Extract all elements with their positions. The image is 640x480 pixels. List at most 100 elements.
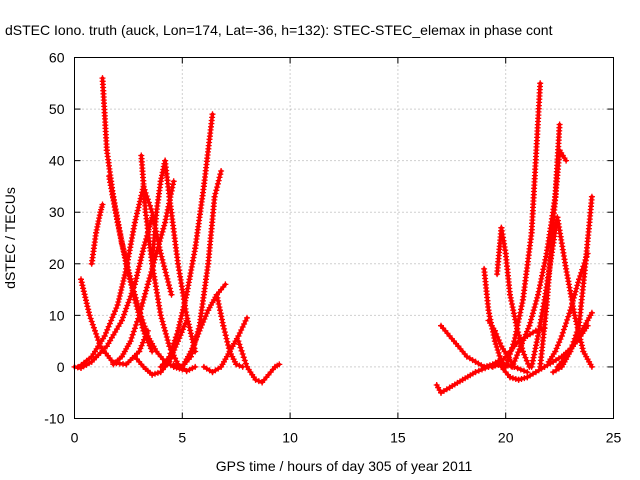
data-point	[134, 269, 141, 276]
data-point	[563, 320, 570, 327]
data-point	[495, 349, 502, 356]
data-point	[132, 322, 139, 328]
data-point	[493, 330, 500, 337]
data-point	[132, 300, 139, 306]
data-point	[140, 296, 147, 303]
data-point	[161, 263, 168, 270]
data-point	[121, 311, 128, 318]
data-point	[578, 342, 585, 349]
data-point	[86, 312, 93, 319]
data-point	[169, 343, 176, 350]
data-point	[531, 304, 538, 311]
data-point	[144, 336, 151, 343]
series-arc-8	[138, 152, 199, 375]
data-point	[121, 272, 128, 278]
data-point	[124, 266, 131, 273]
data-point	[165, 279, 172, 285]
data-point	[574, 282, 581, 289]
data-point	[131, 325, 138, 332]
data-point	[170, 181, 176, 188]
data-point	[197, 324, 204, 331]
data-point	[113, 305, 120, 312]
x-tick-label: 5	[178, 430, 186, 446]
data-point	[165, 340, 172, 347]
data-point	[510, 361, 517, 367]
data-point	[222, 281, 229, 288]
data-point	[106, 320, 113, 327]
data-point	[497, 340, 504, 347]
data-point	[159, 228, 166, 235]
data-point	[537, 80, 544, 87]
data-point	[507, 291, 513, 298]
data-point	[568, 304, 575, 311]
data-point	[201, 316, 208, 322]
data-point	[218, 313, 225, 320]
data-point	[541, 263, 547, 270]
series-arc-24	[502, 80, 544, 370]
data-point	[139, 300, 146, 306]
data-point	[521, 375, 528, 382]
data-point	[574, 325, 581, 332]
data-point	[588, 309, 595, 316]
data-point	[502, 363, 509, 370]
data-point	[112, 308, 118, 315]
data-point	[141, 330, 148, 337]
data-point	[161, 324, 168, 331]
data-point	[518, 303, 525, 310]
plot-series	[71, 75, 595, 396]
data-point	[187, 327, 194, 334]
data-point	[496, 352, 503, 359]
data-point	[132, 216, 139, 223]
data-point	[82, 294, 89, 301]
x-axis-label: GPS time / hours of day 305 of year 2011	[216, 458, 473, 474]
data-point	[81, 291, 88, 298]
data-point	[119, 244, 126, 251]
data-point	[524, 328, 530, 335]
data-point	[119, 281, 126, 287]
series-arc-30	[554, 309, 595, 370]
data-point	[192, 336, 199, 343]
data-point	[133, 213, 140, 220]
data-point	[575, 279, 582, 286]
data-point	[187, 330, 194, 337]
x-tick-label: 20	[498, 430, 514, 446]
data-point	[85, 306, 92, 313]
data-point	[115, 225, 122, 232]
data-point	[134, 318, 140, 325]
data-point	[516, 312, 523, 319]
data-point	[221, 325, 228, 332]
data-point	[529, 360, 536, 367]
data-point	[156, 241, 162, 248]
data-point	[212, 190, 219, 197]
data-point	[217, 171, 224, 178]
data-point	[168, 291, 175, 298]
data-point	[130, 328, 137, 335]
data-point	[235, 338, 242, 345]
data-point	[532, 301, 539, 307]
data-point	[528, 316, 535, 323]
data-point	[78, 279, 85, 286]
data-point	[121, 275, 128, 281]
data-point	[110, 311, 117, 318]
data-point	[159, 318, 166, 325]
data-point	[588, 193, 595, 200]
data-point	[122, 308, 129, 315]
data-point	[166, 282, 172, 289]
data-point	[143, 333, 149, 340]
data-point	[121, 254, 128, 261]
data-point	[149, 348, 156, 355]
data-point	[513, 328, 520, 335]
data-point	[209, 111, 216, 118]
data-point	[255, 378, 262, 385]
data-point	[236, 341, 243, 348]
data-point	[120, 314, 126, 321]
data-point	[125, 269, 132, 276]
data-point	[161, 266, 168, 273]
data-point	[138, 254, 145, 261]
data-point	[156, 238, 163, 245]
series-arc-7	[110, 178, 177, 368]
data-point	[89, 321, 96, 328]
data-point	[214, 184, 221, 191]
data-point	[514, 352, 521, 359]
